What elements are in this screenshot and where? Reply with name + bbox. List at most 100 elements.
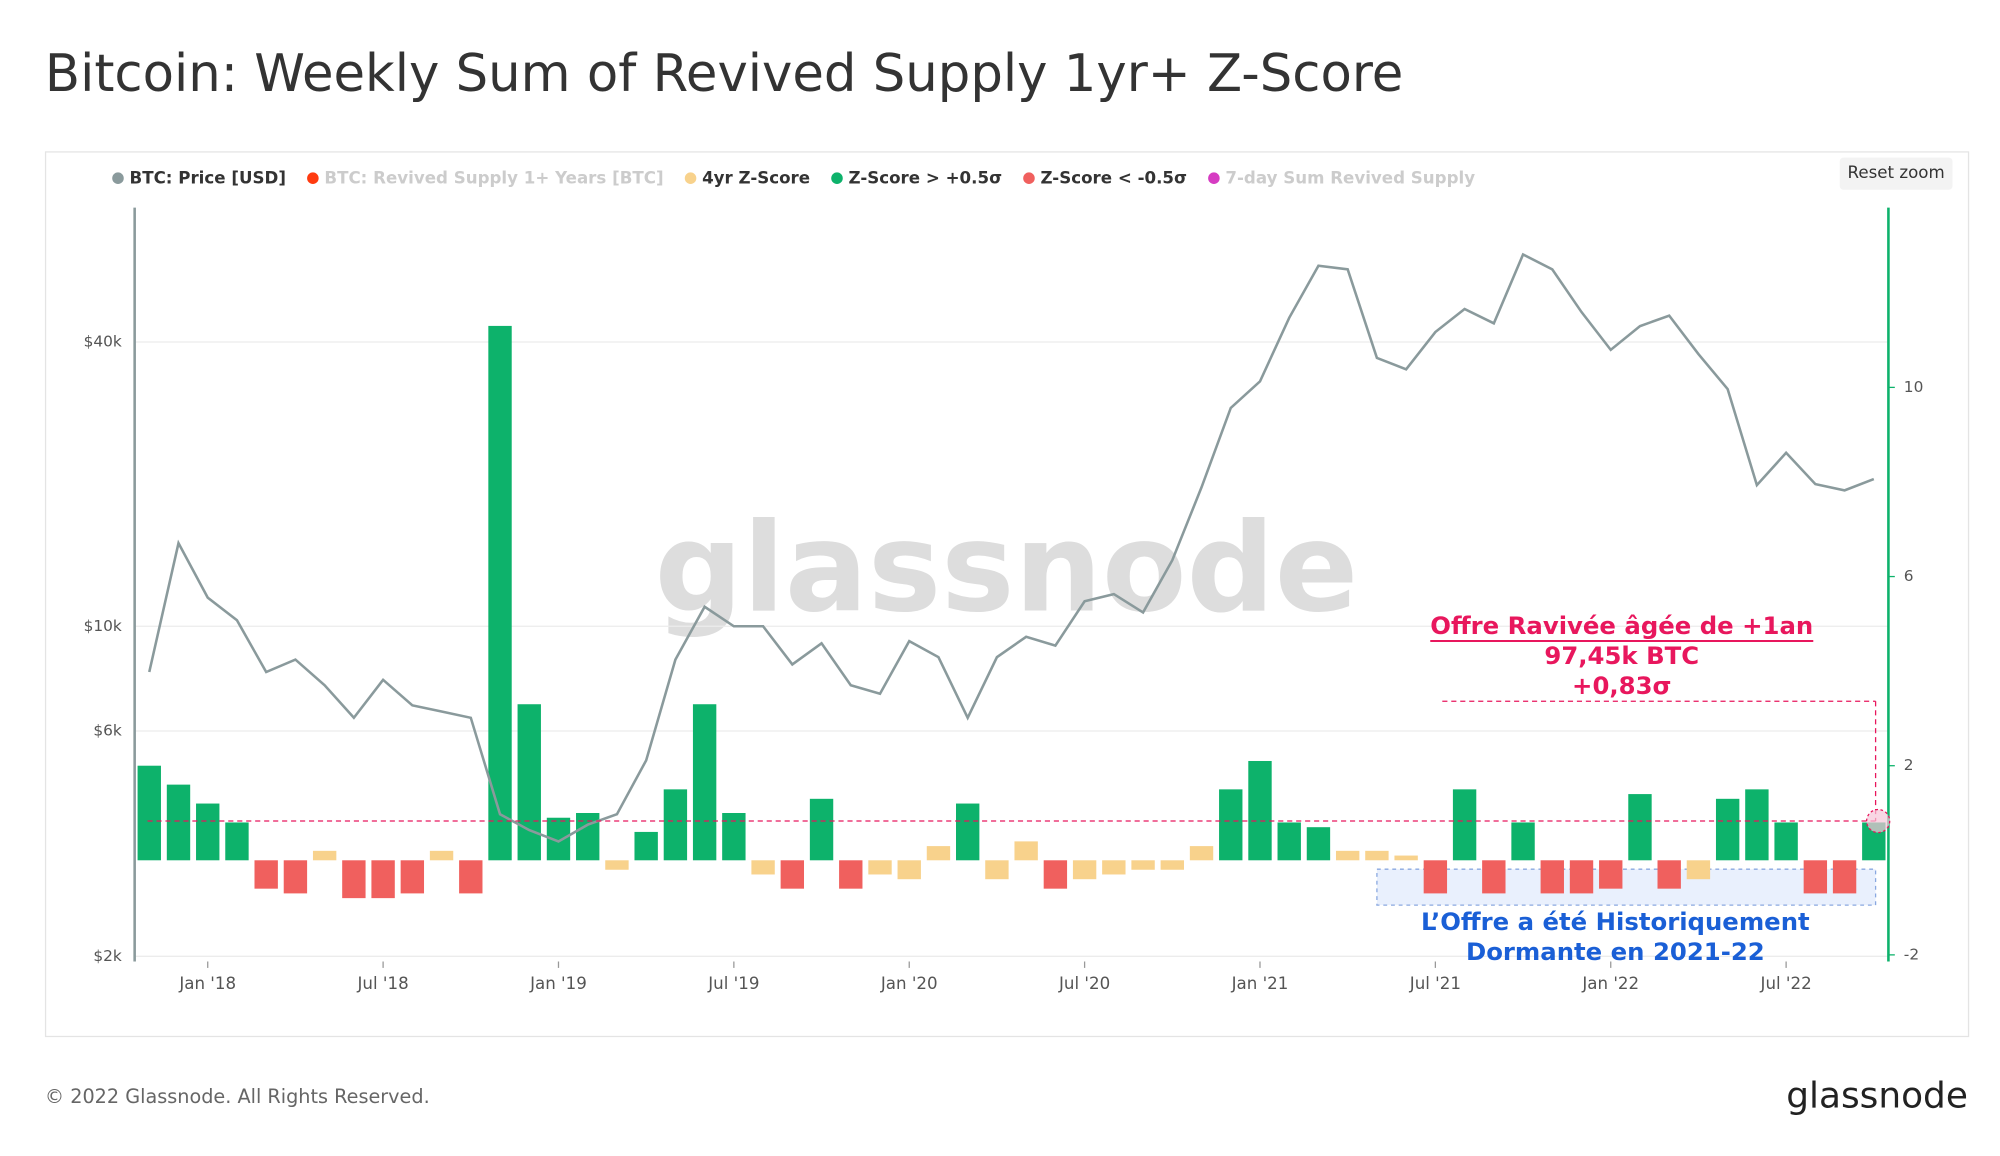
x-tick-label: Jan '21 <box>1231 974 1289 993</box>
bar <box>166 784 191 861</box>
legend-label: Z-Score < -0.5σ <box>1041 168 1187 187</box>
bar <box>809 798 834 861</box>
bar <box>1219 789 1243 861</box>
price-line <box>148 252 1875 843</box>
x-tick-label: Jul '20 <box>1058 974 1110 993</box>
y2-tick-label: 6 <box>1904 567 1914 585</box>
x-tick-label: Jul '21 <box>1409 974 1461 993</box>
bar <box>1628 794 1652 861</box>
bar <box>1482 860 1506 894</box>
legend-marker <box>1023 172 1035 184</box>
bar <box>1189 846 1214 861</box>
bar <box>897 860 921 880</box>
legend-label: 7-day Sum Revived Supply <box>1225 168 1475 187</box>
x-tick-label: Jan '18 <box>178 974 236 993</box>
reset-zoom-button[interactable] <box>1839 157 1953 190</box>
y2-tick-label: 2 <box>1904 756 1914 774</box>
y-tick-label: $2k <box>93 947 122 965</box>
x-tick-label: Jan '20 <box>880 974 938 993</box>
highlight-label: +0,83σ <box>1572 671 1671 700</box>
bar <box>137 765 161 861</box>
reset-zoom-label[interactable]: Reset zoom <box>1848 163 1945 182</box>
x-tick-label: Jan '19 <box>529 974 587 993</box>
legend-label: 4yr Z-Score <box>702 168 810 187</box>
bar <box>926 846 951 861</box>
note-label: L’Offre a été Historiquement <box>1421 907 1810 936</box>
x-tick-label: Jul '18 <box>357 974 409 993</box>
bar <box>546 817 571 861</box>
bar <box>283 860 308 894</box>
bar <box>1803 860 1828 894</box>
bar <box>1306 827 1331 861</box>
watermark: glassnode <box>655 498 1359 641</box>
logo: glassnode <box>1786 1075 1968 1116</box>
bar <box>1335 850 1360 861</box>
bar <box>1072 860 1097 880</box>
bar <box>1745 789 1769 861</box>
bar <box>956 803 980 861</box>
bar <box>488 325 512 861</box>
y-tick-label: $10k <box>84 617 122 635</box>
bar <box>576 813 600 861</box>
legend-marker <box>112 172 124 184</box>
bar <box>780 860 805 889</box>
y-tick-label: $6k <box>93 722 122 740</box>
bar <box>1452 789 1477 861</box>
chart-frame <box>44 151 1970 1038</box>
bar <box>1599 860 1623 889</box>
bar <box>605 860 629 870</box>
bar <box>1102 860 1126 875</box>
highlight-point <box>1865 808 1891 834</box>
bar <box>985 860 1009 880</box>
bar <box>459 860 483 894</box>
note-label: Dormante en 2021-22 <box>1466 937 1765 966</box>
bar <box>1774 822 1798 861</box>
highlight-label: 97,45k BTC <box>1544 641 1699 670</box>
bar <box>1511 822 1535 861</box>
legend-marker <box>1208 172 1220 184</box>
bar <box>429 850 454 861</box>
x-tick-label: Jul '22 <box>1760 974 1812 993</box>
bar <box>342 860 366 899</box>
x-tick-label: Jan '22 <box>1581 974 1639 993</box>
bar <box>1014 841 1038 861</box>
bar <box>196 803 220 861</box>
bar <box>1043 860 1068 889</box>
bar <box>254 860 278 889</box>
bar <box>692 704 717 861</box>
bar <box>312 850 337 861</box>
legend-label: Z-Score > +0.5σ <box>849 168 1003 187</box>
bar <box>1277 822 1301 861</box>
bar <box>663 789 688 861</box>
bar <box>1657 860 1681 889</box>
bar <box>1365 850 1389 861</box>
legend-label: BTC: Revived Supply 1+ Years [BTC] <box>324 168 663 187</box>
legend-marker <box>307 172 319 184</box>
bar <box>400 860 425 894</box>
bar <box>1540 860 1564 894</box>
bar <box>1686 860 1711 880</box>
bar <box>225 822 249 861</box>
legend-label: BTC: Price [USD] <box>130 168 286 187</box>
bar <box>1160 860 1184 870</box>
bar <box>1423 860 1448 894</box>
x-tick-label: Jul '19 <box>707 974 759 993</box>
legend-marker <box>684 172 697 184</box>
bar <box>371 860 395 899</box>
bar <box>1569 860 1594 894</box>
bar <box>751 860 775 875</box>
footer: © 2022 Glassnode. All Rights Reserved. <box>45 1085 430 1108</box>
bar <box>1131 860 1155 870</box>
bar <box>1832 860 1857 894</box>
y-tick-label: $40k <box>84 332 122 350</box>
bar <box>839 860 863 889</box>
y2-tick-label: 10 <box>1904 378 1924 396</box>
bar <box>1715 798 1740 861</box>
legend-marker <box>831 172 843 184</box>
bar <box>722 813 746 861</box>
y2-tick-label: -2 <box>1904 945 1919 963</box>
bar <box>1248 760 1272 861</box>
bar <box>1394 855 1418 861</box>
